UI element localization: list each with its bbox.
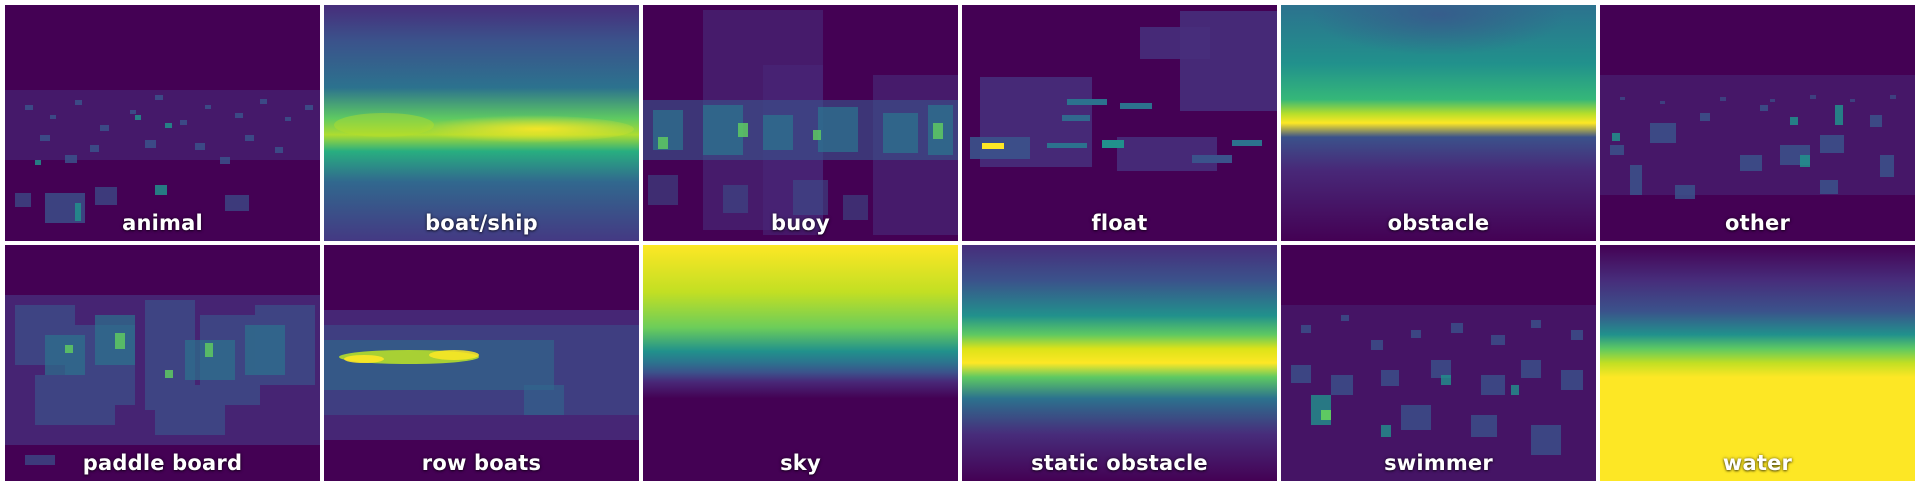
heatmap-panel-animal: animal bbox=[5, 5, 320, 241]
heatmap-panel-water: water bbox=[1600, 245, 1915, 481]
heatmap-panel-static-obstacle: static obstacle bbox=[962, 245, 1277, 481]
heatmap-buoy bbox=[643, 5, 958, 241]
heatmap-static-obstacle bbox=[962, 245, 1277, 481]
heatmap-paddle-board bbox=[5, 245, 320, 481]
heatmap-obstacle bbox=[1281, 5, 1596, 241]
heatmap-water bbox=[1600, 245, 1915, 481]
heatmap-sky bbox=[643, 245, 958, 481]
heatmap-other bbox=[1600, 5, 1915, 241]
heatmap-panel-obstacle: obstacle bbox=[1281, 5, 1596, 241]
heatmap-panel-buoy: buoy bbox=[643, 5, 958, 241]
heatmap-panel-boat-ship: boat/ship bbox=[324, 5, 639, 241]
heatmap-panel-sky: sky bbox=[643, 245, 958, 481]
heatmap-panel-swimmer: swimmer bbox=[1281, 245, 1596, 481]
heatmap-animal bbox=[5, 5, 320, 241]
heatmap-swimmer bbox=[1281, 245, 1596, 481]
heatmap-row-boats bbox=[324, 245, 639, 481]
heatmap-panel-other: other bbox=[1600, 5, 1915, 241]
heatmap-boat-ship bbox=[324, 5, 639, 241]
heatmap-panel-float: float bbox=[962, 5, 1277, 241]
heatmap-panel-paddle-board: paddle board bbox=[5, 245, 320, 481]
heatmap-panel-row-boats: row boats bbox=[324, 245, 639, 481]
heatmap-float bbox=[962, 5, 1277, 241]
